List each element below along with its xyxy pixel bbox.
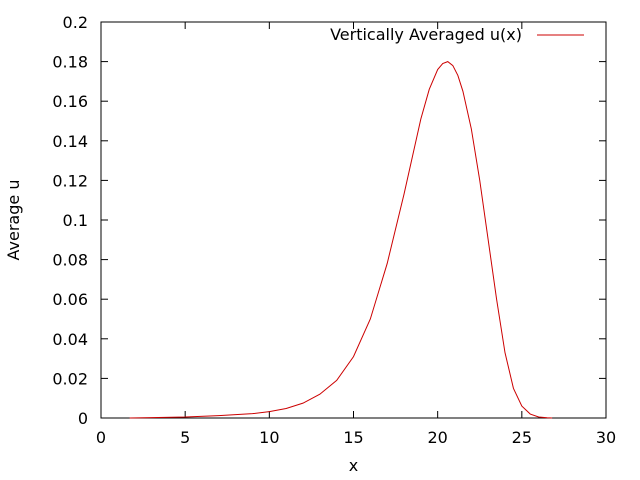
x-axis-label: x (349, 456, 358, 475)
legend-label: Vertically Averaged u(x) (330, 25, 522, 44)
y-axis-ticks: 0 0.02 0.04 0.06 0.08 0.1 0.12 0.14 0.16 0.18 0.2 (52, 13, 606, 428)
series-line-vertically-averaged-u (129, 61, 553, 419)
x-tick-label: 20 (427, 428, 447, 447)
y-tick-label: 0.12 (52, 171, 88, 190)
y-tick-label: 0.16 (52, 92, 88, 111)
y-axis-label: Average u (4, 180, 23, 261)
plot-frame (100, 21, 607, 419)
y-tick-label: 0.08 (52, 251, 88, 270)
y-tick-label: 0.1 (63, 211, 88, 230)
x-axis-ticks: 0 5 10 15 20 25 30 (96, 22, 616, 447)
y-tick-label: 0 (78, 409, 88, 428)
y-tick-label: 0.04 (52, 330, 88, 349)
y-tick-label: 0.14 (52, 132, 88, 151)
x-tick-label: 25 (512, 428, 532, 447)
x-tick-label: 15 (343, 428, 363, 447)
x-tick-label: 10 (259, 428, 279, 447)
y-tick-label: 0.02 (52, 369, 88, 388)
y-tick-label: 0.06 (52, 290, 88, 309)
x-tick-label: 30 (596, 428, 616, 447)
x-tick-label: 0 (96, 428, 106, 447)
legend: Vertically Averaged u(x) (330, 25, 584, 44)
y-tick-label: 0.18 (52, 53, 88, 72)
y-tick-label: 0.2 (63, 13, 88, 32)
x-tick-label: 5 (180, 428, 190, 447)
